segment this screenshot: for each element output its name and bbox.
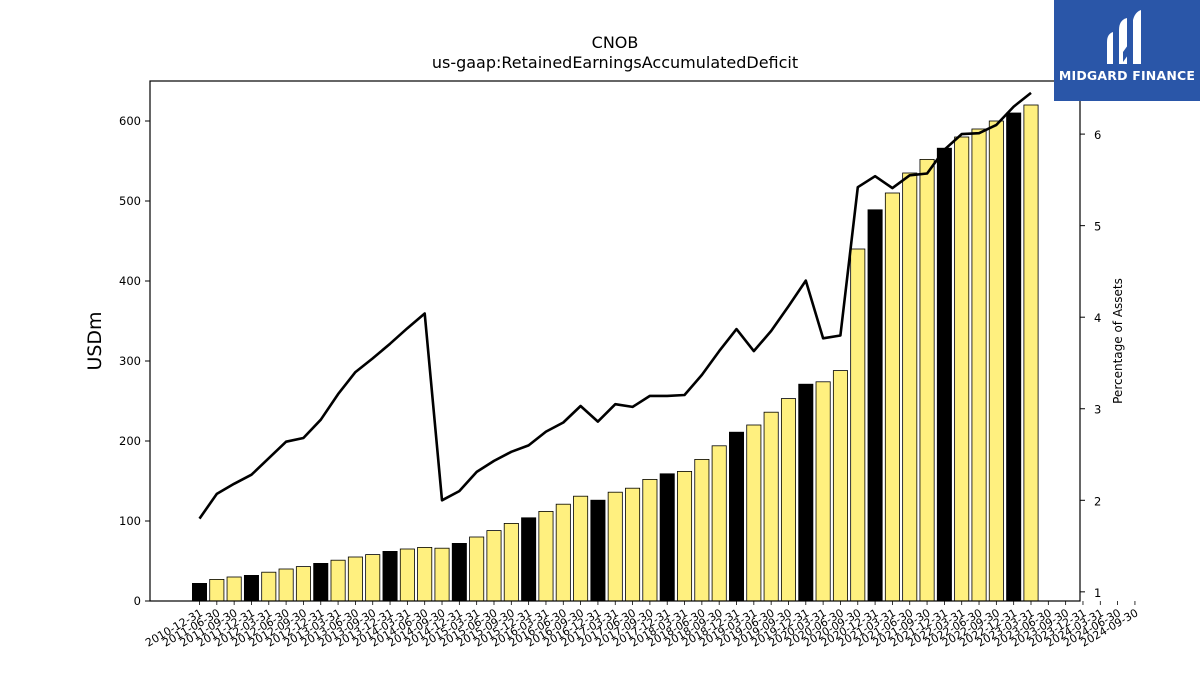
bar (832, 370, 848, 602)
bar (434, 547, 450, 602)
bar (625, 487, 641, 602)
bar (798, 383, 814, 602)
bar (729, 431, 745, 602)
bar (243, 575, 259, 602)
bar (347, 556, 363, 602)
bar (278, 568, 294, 602)
bar (295, 566, 311, 602)
bar (659, 473, 675, 602)
bar (451, 543, 467, 602)
bar (555, 503, 571, 602)
bar (850, 248, 866, 602)
y-tick-label: 400 (119, 274, 141, 288)
bar (919, 158, 935, 602)
bar (677, 470, 693, 602)
percentage-line (198, 91, 1032, 520)
bar (399, 548, 415, 602)
bar (191, 583, 208, 602)
bar (469, 536, 485, 602)
bar (486, 530, 502, 602)
bar (226, 576, 242, 602)
bar (1023, 104, 1039, 602)
bar (867, 209, 883, 602)
bar (815, 381, 831, 602)
y-tick-label: 100 (119, 514, 141, 528)
bar (607, 491, 623, 602)
x-tick-labels: 2010-12-312011-06-302011-09-302011-12-31… (143, 601, 1140, 650)
brand-logo: MIDGARD FINANCE (1054, 0, 1200, 101)
bar-series (191, 104, 1039, 602)
bar (884, 192, 900, 602)
bar (573, 495, 589, 602)
bar (417, 547, 433, 602)
y2-tick-label: 1 (1094, 586, 1101, 600)
y2-tick-label: 2 (1094, 494, 1101, 508)
bar (1006, 112, 1022, 602)
y2-tick-label: 3 (1094, 403, 1101, 417)
y-tick-label: 500 (119, 194, 141, 208)
bar (538, 510, 554, 602)
chart-title: CNOB (592, 33, 639, 52)
bar (746, 424, 762, 602)
y-tick-label: 200 (119, 434, 141, 448)
bar (382, 551, 398, 602)
bar (954, 136, 970, 602)
y2-axis-label: Percentage of Assets (1111, 278, 1125, 404)
y2-tick-label: 4 (1094, 311, 1101, 325)
bar (365, 554, 381, 602)
bar (780, 398, 796, 602)
bar (694, 458, 710, 602)
chart-subtitle: us-gaap:RetainedEarningsAccumulatedDefic… (432, 53, 798, 72)
bar (209, 579, 225, 602)
bar (521, 517, 537, 602)
y-tick-label: 0 (134, 594, 141, 608)
bar (988, 120, 1004, 602)
bar (590, 499, 606, 602)
y-tick-label: 300 (119, 354, 141, 368)
brand-name: MIDGARD FINANCE (1058, 68, 1196, 83)
bar (642, 478, 658, 602)
bar (503, 523, 519, 602)
y-axis-label: USDm (84, 311, 106, 370)
y2-tick-label: 6 (1094, 128, 1101, 142)
y2-tick-label: 5 (1094, 220, 1101, 234)
y-tick-label: 600 (119, 114, 141, 128)
bar (711, 445, 727, 602)
bar (902, 172, 918, 602)
line-series (198, 91, 1032, 520)
bar (261, 571, 277, 602)
bar (763, 411, 779, 602)
bar (936, 147, 952, 602)
midgard-logo-icon (1107, 10, 1141, 64)
bar (313, 563, 329, 602)
bar (971, 128, 987, 602)
bar (330, 559, 346, 602)
